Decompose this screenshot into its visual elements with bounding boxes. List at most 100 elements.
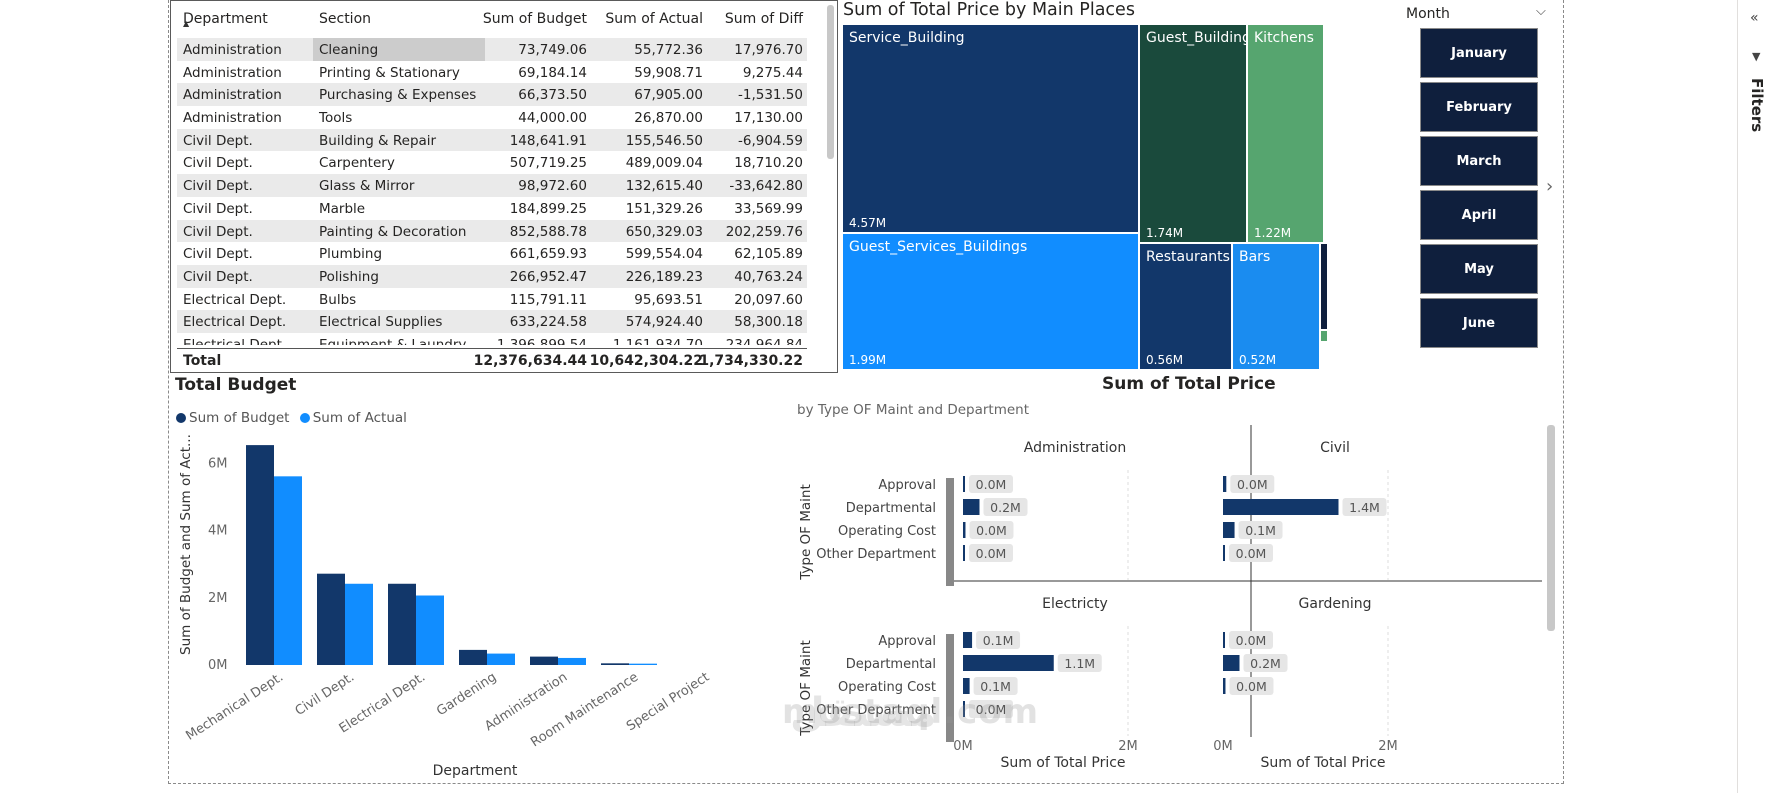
hbar[interactable] <box>963 545 965 561</box>
cell-budget: 44,000.00 <box>518 110 587 127</box>
bar-budget[interactable] <box>459 649 487 665</box>
data-label-bg <box>983 498 1028 516</box>
col-section[interactable]: Section <box>319 11 372 27</box>
funnel-icon[interactable]: ▼ <box>1752 50 1761 63</box>
col-budget[interactable]: Sum of Budget <box>482 11 587 27</box>
collapse-icon[interactable]: « <box>1750 10 1759 26</box>
cell-section: Equipment & Laundry <box>319 336 467 345</box>
treemap-cell-value: 0.56M <box>1146 353 1184 367</box>
bar-actual[interactable] <box>487 653 515 665</box>
bar-budget[interactable] <box>246 445 274 665</box>
hbar[interactable] <box>1223 499 1339 515</box>
x-tick-label: 0M <box>953 739 973 754</box>
cell-department: Civil Dept. <box>183 223 253 240</box>
cell-section: Painting & Decoration <box>319 223 467 240</box>
cell-section: Carpentery <box>319 155 395 172</box>
treemap-cell[interactable]: Kitchens 1.22M <box>1248 25 1323 242</box>
hbar[interactable] <box>1223 522 1235 538</box>
cell-section: Bulbs <box>319 291 357 308</box>
hbar[interactable] <box>1223 545 1225 561</box>
month-button-may[interactable]: May <box>1420 244 1538 294</box>
filters-pane-label[interactable]: Filters <box>1748 78 1766 133</box>
bar-budget[interactable] <box>388 583 416 665</box>
x-tick-label: Mechanical Dept. <box>183 670 286 744</box>
table-row[interactable]: Civil Dept. Glass & Mirror 98,972.60 132,61… <box>177 174 807 197</box>
treemap-cell-label: Guest_Buildings <box>1146 30 1246 46</box>
table-row[interactable]: Civil Dept. Painting & Decoration 852,588.… <box>177 219 807 243</box>
hbar[interactable] <box>963 632 973 648</box>
data-label-bg <box>1342 498 1387 516</box>
table-scrollbar[interactable] <box>827 5 834 159</box>
month-button-june[interactable]: June <box>1420 298 1538 348</box>
table-row[interactable]: Electrical Dept. Equipment & Laundry 1,396… <box>177 333 807 345</box>
month-button-april[interactable]: April <box>1420 190 1538 240</box>
chevron-down-icon[interactable]: ⌵ <box>1536 4 1546 19</box>
bar-actual[interactable] <box>345 583 373 665</box>
table-row[interactable]: Civil Dept. Polishing 266,952.47 226,189.23… <box>177 264 807 288</box>
x-axis-label: Department <box>433 763 518 779</box>
bar-actual[interactable] <box>558 657 586 665</box>
bar-actual[interactable] <box>629 663 657 665</box>
type-of-maint-axis-label: Type OF Maint <box>798 484 814 581</box>
bar-budget[interactable] <box>317 573 345 665</box>
cell-budget: 69,184.14 <box>518 64 587 81</box>
hbar[interactable] <box>963 522 966 538</box>
col-actual[interactable]: Sum of Actual <box>605 11 703 27</box>
cell-budget: 507,719.25 <box>509 155 587 172</box>
table-row[interactable]: Administration Printing & Stationary 69,18… <box>177 61 807 84</box>
data-label-bg <box>969 700 1013 718</box>
chevron-right-icon[interactable]: › <box>1546 176 1554 197</box>
treemap-cell-small[interactable] <box>1321 244 1327 329</box>
hbar[interactable] <box>1223 632 1225 648</box>
table-row[interactable]: Electrical Dept. Electrical Supplies 633,2… <box>177 310 807 333</box>
hbar[interactable] <box>1223 655 1240 671</box>
bar-budget[interactable] <box>530 656 558 665</box>
small-multiples-subtitle: by Type OF Maint and Department <box>797 402 1030 418</box>
hbar[interactable] <box>963 499 980 515</box>
bar-actual[interactable] <box>274 476 302 665</box>
table-row[interactable]: Administration Cleaning 73,749.06 55,772.36… <box>177 38 807 61</box>
hbar[interactable] <box>963 476 965 492</box>
data-label-bg <box>976 631 1021 649</box>
row-header-bar <box>946 478 954 586</box>
col-department[interactable]: Department <box>183 11 268 27</box>
table-row[interactable]: Administration Purchasing & Expenses 66,37… <box>177 83 807 107</box>
table-row[interactable]: Civil Dept. Plumbing 661,659.93 599,554.04 6… <box>177 242 807 265</box>
treemap-cell[interactable]: Restaurants 0.56M <box>1140 244 1231 369</box>
month-button-february[interactable]: February <box>1420 82 1538 132</box>
hbar[interactable] <box>963 678 970 694</box>
small-multiples-scrollbar[interactable] <box>1547 425 1555 631</box>
table-row[interactable]: Civil Dept. Carpentery 507,719.25 489,009.0… <box>177 151 807 174</box>
hbar[interactable] <box>963 701 965 717</box>
bar-chart-legend: Sum of Budget Sum of Actual <box>176 410 407 426</box>
cell-section: Building & Repair <box>319 132 437 149</box>
cell-department: Civil Dept. <box>183 132 253 149</box>
legend-actual[interactable]: Sum of Actual <box>312 410 407 426</box>
col-diff[interactable]: Sum of Diff <box>724 11 803 27</box>
treemap-cell[interactable]: Guest_Buildings 1.74M <box>1140 25 1246 242</box>
cell-department: Administration <box>183 110 282 127</box>
treemap-cell[interactable]: Bars 0.52M <box>1233 244 1319 369</box>
data-label-bg <box>973 677 1018 695</box>
treemap-cell[interactable]: Guest_Services_Buildings 1.99M <box>843 234 1138 369</box>
month-button-march[interactable]: March <box>1420 136 1538 186</box>
bar-actual[interactable] <box>416 595 444 665</box>
treemap-cell[interactable]: Service_Building 4.57M <box>843 25 1138 232</box>
table-row[interactable]: Electrical Dept. Bulbs 115,791.11 95,693.51… <box>177 288 807 311</box>
legend-budget[interactable]: Sum of Budget <box>189 410 290 426</box>
bar-budget[interactable] <box>601 663 629 665</box>
month-button-january[interactable]: January <box>1420 28 1538 78</box>
row-header-bar <box>946 634 954 742</box>
hbar[interactable] <box>1223 678 1226 694</box>
treemap-chart: Service_Building 4.57M Guest_Services_Buil… <box>843 25 1385 369</box>
table-row[interactable]: Civil Dept. Marble 184,899.25 151,329.26 33,… <box>177 197 807 220</box>
cell-budget: 148,641.91 <box>509 132 587 149</box>
hbar[interactable] <box>1223 476 1227 492</box>
budget-table[interactable]: Department Section Sum of Budget Sum of … <box>170 0 838 373</box>
category-label: Approval <box>878 634 936 649</box>
table-row[interactable]: Administration Tools 44,000.00 26,870.00 17,… <box>177 106 807 129</box>
table-row[interactable]: Civil Dept. Building & Repair 148,641.91 15… <box>177 128 807 152</box>
cell-section: Electrical Supplies <box>319 314 443 331</box>
treemap-cell-small[interactable] <box>1321 331 1327 341</box>
hbar[interactable] <box>963 655 1054 671</box>
